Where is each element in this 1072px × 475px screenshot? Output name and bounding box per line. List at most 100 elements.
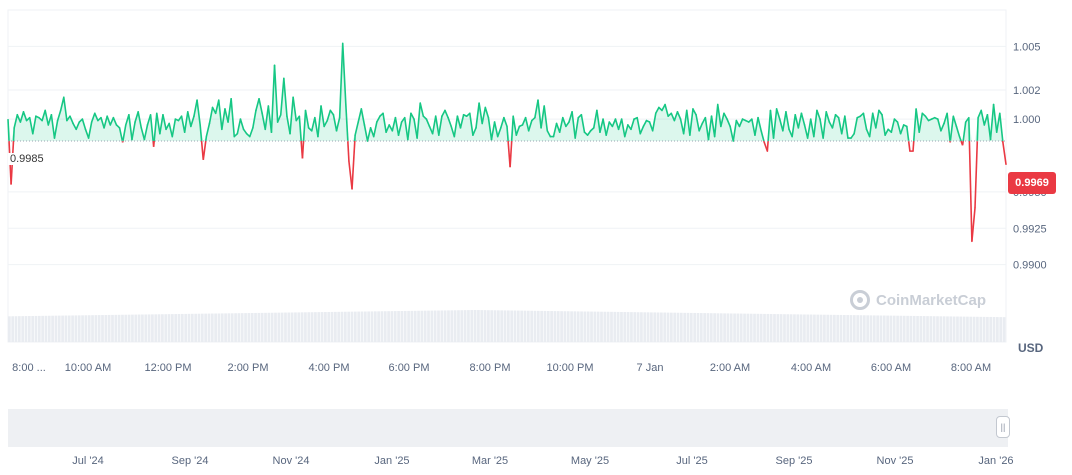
volume-bar	[194, 314, 197, 342]
x-tick-label: 4:00 PM	[309, 362, 350, 374]
volume-bar	[830, 315, 833, 342]
volume-bar	[440, 310, 443, 342]
volume-bar	[969, 317, 972, 342]
x-tick-label: 10:00 AM	[65, 362, 111, 374]
volume-bar	[241, 313, 244, 342]
line-segment	[767, 141, 768, 151]
volume-bar	[261, 313, 264, 342]
volume-bar	[653, 312, 656, 342]
volume-bar	[514, 311, 517, 342]
volume-bar	[680, 313, 683, 342]
volume-bar	[697, 313, 700, 342]
volume-bar	[191, 314, 194, 342]
x-tick-label: 8:00 ...	[12, 362, 46, 374]
volume-bar	[760, 314, 763, 342]
volume-bar	[1003, 317, 1006, 342]
currency-label: USD	[1018, 341, 1043, 355]
y-tick-label: 1.002	[1013, 85, 1041, 97]
volume-bar	[640, 312, 643, 342]
volume-bar	[38, 316, 41, 342]
volume-bar	[364, 311, 367, 342]
volume-bar	[826, 315, 829, 342]
volume-bar	[141, 315, 144, 343]
volume-bar	[134, 315, 137, 342]
y-tick-label: 1.005	[1013, 41, 1041, 53]
volume-bar	[314, 312, 317, 342]
volume-bar	[534, 311, 537, 342]
line-segment	[977, 118, 978, 141]
volume-bar	[910, 316, 913, 342]
navigator-tick-label: Sep '24	[172, 455, 209, 467]
volume-bar	[757, 314, 760, 342]
volume-bar	[806, 315, 809, 343]
volume-bar	[184, 314, 187, 342]
volume-bar	[474, 310, 477, 342]
volume-bar	[863, 315, 866, 342]
volume-bar	[963, 317, 966, 342]
volume-bar	[996, 317, 999, 342]
volume-bar	[224, 313, 227, 342]
volume-bar	[174, 314, 177, 342]
volume-bar	[999, 317, 1002, 342]
volume-bar	[258, 313, 261, 342]
volume-bar	[916, 316, 919, 342]
volume-bar	[893, 316, 896, 342]
volume-bar	[554, 311, 557, 342]
volume-bar	[717, 313, 720, 342]
volume-bar	[923, 316, 926, 342]
volume-bar	[743, 314, 746, 342]
x-tick-label: 6:00 PM	[389, 362, 430, 374]
x-tick-label: 12:00 PM	[144, 362, 191, 374]
pause-grip-icon[interactable]: ||	[996, 416, 1010, 438]
volume-bar	[956, 317, 959, 342]
volume-bar	[274, 313, 277, 342]
line-segment	[203, 141, 206, 160]
volume-bar	[610, 312, 613, 342]
volume-bar	[939, 316, 942, 342]
volume-bar	[467, 310, 470, 342]
volume-bar	[244, 313, 247, 342]
volume-bar	[780, 314, 783, 342]
volume-bar	[607, 312, 610, 342]
line-segment	[963, 141, 964, 145]
volume-bar	[890, 316, 893, 342]
volume-bar	[733, 314, 736, 342]
volume-bar	[803, 314, 806, 342]
line-segment	[972, 208, 975, 241]
volume-bar	[487, 310, 490, 342]
volume-bar	[254, 313, 257, 342]
x-tick-label: 10:00 PM	[546, 362, 593, 374]
volume-bar	[584, 311, 587, 342]
volume-bar	[783, 314, 786, 342]
navigator-tick-label: Nov '25	[877, 455, 914, 467]
navigator-tick-label: Mar '25	[472, 455, 508, 467]
baseline-value-label: 0.9985	[8, 153, 46, 165]
volume-bar	[454, 310, 457, 342]
volume-bar	[434, 311, 437, 342]
volume-bar	[600, 312, 603, 342]
volume-bar	[690, 313, 693, 342]
x-tick-label: 8:00 AM	[951, 362, 991, 374]
volume-bar	[94, 315, 97, 342]
volume-bar	[673, 313, 676, 342]
volume-bar	[480, 310, 483, 342]
volume-bar	[421, 311, 424, 342]
volume-bar	[264, 313, 267, 342]
volume-bar	[983, 317, 986, 342]
volume-bar	[294, 312, 297, 342]
volume-bar	[148, 314, 151, 342]
volume-bar	[567, 311, 570, 342]
volume-bar	[124, 315, 127, 342]
volume-bar	[238, 313, 241, 342]
volume-bar	[158, 314, 161, 342]
volume-bar	[547, 311, 550, 342]
volume-bar	[407, 311, 410, 342]
volume-bar	[913, 316, 916, 342]
volume-bar	[647, 312, 650, 342]
volume-bar	[880, 315, 883, 342]
volume-bar	[530, 311, 533, 342]
time-navigator[interactable]	[8, 409, 1008, 447]
